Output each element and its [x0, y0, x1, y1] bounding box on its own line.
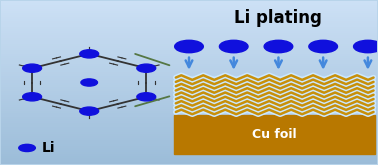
Bar: [1, 138, 377, 140]
Circle shape: [175, 40, 203, 53]
Bar: [1, 31, 377, 33]
Circle shape: [137, 64, 156, 72]
Bar: [1, 93, 377, 95]
Bar: [1, 40, 377, 42]
Bar: [1, 25, 377, 27]
Bar: [1, 46, 377, 48]
Bar: [1, 50, 377, 52]
Bar: [1, 54, 377, 56]
Bar: [1, 17, 377, 19]
Bar: [1, 107, 377, 109]
Bar: [1, 158, 377, 160]
Bar: [1, 44, 377, 46]
Bar: [1, 87, 377, 89]
Bar: [1, 62, 377, 64]
Bar: [1, 78, 377, 81]
Text: Li plating: Li plating: [234, 9, 321, 27]
Bar: [1, 21, 377, 23]
Bar: [1, 1, 377, 3]
Bar: [1, 117, 377, 119]
Bar: [1, 91, 377, 93]
Circle shape: [81, 79, 98, 86]
Text: Li: Li: [41, 141, 55, 155]
Bar: [1, 52, 377, 54]
Bar: [1, 82, 377, 84]
Bar: [1, 15, 377, 17]
Circle shape: [80, 107, 99, 115]
Bar: [1, 109, 377, 111]
Circle shape: [353, 40, 378, 53]
Bar: [1, 7, 377, 9]
Bar: [1, 154, 377, 156]
Bar: [1, 101, 377, 103]
Circle shape: [23, 64, 42, 72]
Bar: [1, 125, 377, 128]
Bar: [1, 144, 377, 146]
Bar: [1, 156, 377, 158]
Bar: [1, 42, 377, 44]
Bar: [1, 33, 377, 35]
Bar: [1, 72, 377, 74]
Circle shape: [23, 93, 42, 101]
Bar: [1, 70, 377, 72]
Bar: [1, 160, 377, 162]
Bar: [1, 162, 377, 164]
Bar: [1, 3, 377, 5]
Bar: [1, 111, 377, 113]
Bar: [1, 150, 377, 152]
Bar: [1, 66, 377, 68]
Bar: [1, 68, 377, 70]
Bar: [1, 113, 377, 115]
Bar: [1, 29, 377, 31]
Circle shape: [19, 144, 35, 151]
Circle shape: [309, 40, 338, 53]
Bar: [1, 99, 377, 101]
Bar: [1, 74, 377, 76]
Bar: [1, 148, 377, 150]
Bar: [1, 27, 377, 29]
Bar: [1, 136, 377, 138]
Circle shape: [137, 93, 156, 101]
Circle shape: [219, 40, 248, 53]
Bar: [1, 115, 377, 117]
Bar: [1, 152, 377, 154]
Bar: [1, 132, 377, 134]
Bar: [1, 11, 377, 13]
Bar: [1, 146, 377, 148]
Bar: [174, 76, 375, 115]
Bar: [1, 76, 377, 78]
Bar: [1, 60, 377, 62]
Bar: [1, 81, 377, 82]
Bar: [1, 97, 377, 99]
Bar: [1, 134, 377, 136]
Bar: [1, 13, 377, 15]
Bar: [1, 140, 377, 142]
Bar: [1, 103, 377, 105]
Bar: [1, 64, 377, 66]
Bar: [1, 19, 377, 21]
Bar: [1, 48, 377, 50]
Bar: [1, 37, 377, 40]
Bar: [1, 123, 377, 125]
Circle shape: [264, 40, 293, 53]
Bar: [1, 121, 377, 123]
Bar: [1, 84, 377, 87]
Bar: [1, 105, 377, 107]
Bar: [1, 130, 377, 132]
Circle shape: [80, 50, 99, 58]
Bar: [1, 95, 377, 97]
Bar: [1, 142, 377, 144]
Bar: [1, 5, 377, 7]
Bar: [1, 89, 377, 91]
Bar: [1, 58, 377, 60]
Bar: [1, 119, 377, 121]
Text: Cu foil: Cu foil: [253, 128, 297, 141]
Bar: [1, 128, 377, 130]
Bar: [1, 23, 377, 25]
Bar: [1, 9, 377, 11]
Bar: [1, 35, 377, 37]
Bar: [174, 115, 375, 154]
Bar: [1, 56, 377, 58]
